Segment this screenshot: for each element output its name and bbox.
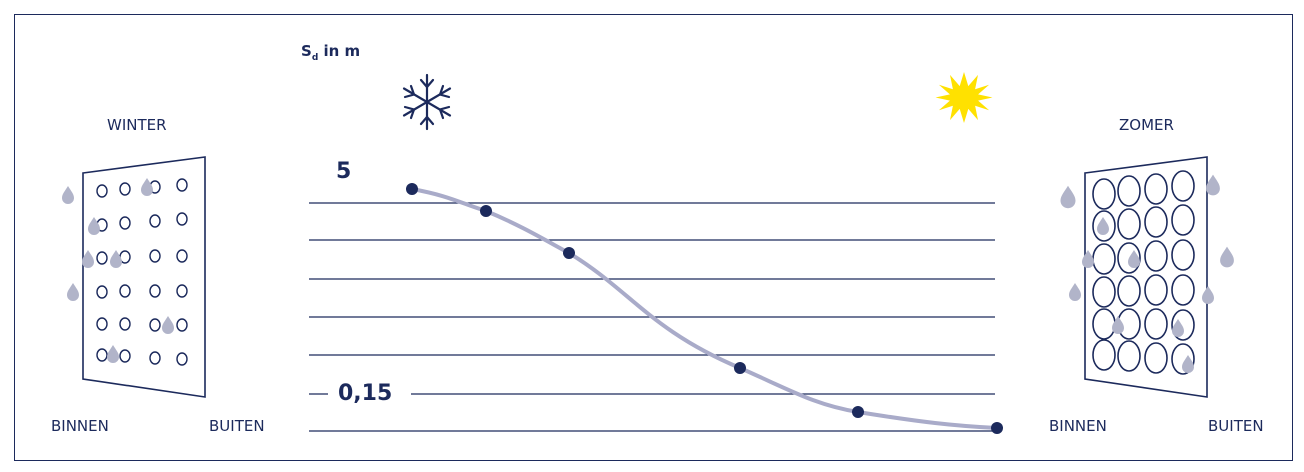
winter-wall [62,156,206,398]
large-pores [1092,170,1195,375]
snowflake-icon [402,73,452,131]
data-point [852,406,864,418]
winter-inside-label: BINNEN [51,417,109,435]
data-point [563,247,575,259]
sun-icon [935,72,993,123]
summer-label: ZOMER [1119,116,1174,134]
value-label-015: 0,15 [338,381,393,406]
data-point [991,422,1003,434]
diagram-frame [14,14,1293,461]
data-point [734,362,746,374]
sd-curve [411,187,998,430]
small-pores [96,178,188,366]
winter-outside-label: BUITEN [209,417,265,435]
data-point [406,183,418,195]
sd-points [406,183,1003,434]
y-axis-label: Sd in m [301,42,361,63]
winter-label: WINTER [107,116,167,134]
summer-wall [1060,156,1234,398]
value-label-5: 5 [336,159,352,184]
summer-outside-label: BUITEN [1208,417,1264,435]
data-point [480,205,492,217]
summer-inside-label: BINNEN [1049,417,1107,435]
